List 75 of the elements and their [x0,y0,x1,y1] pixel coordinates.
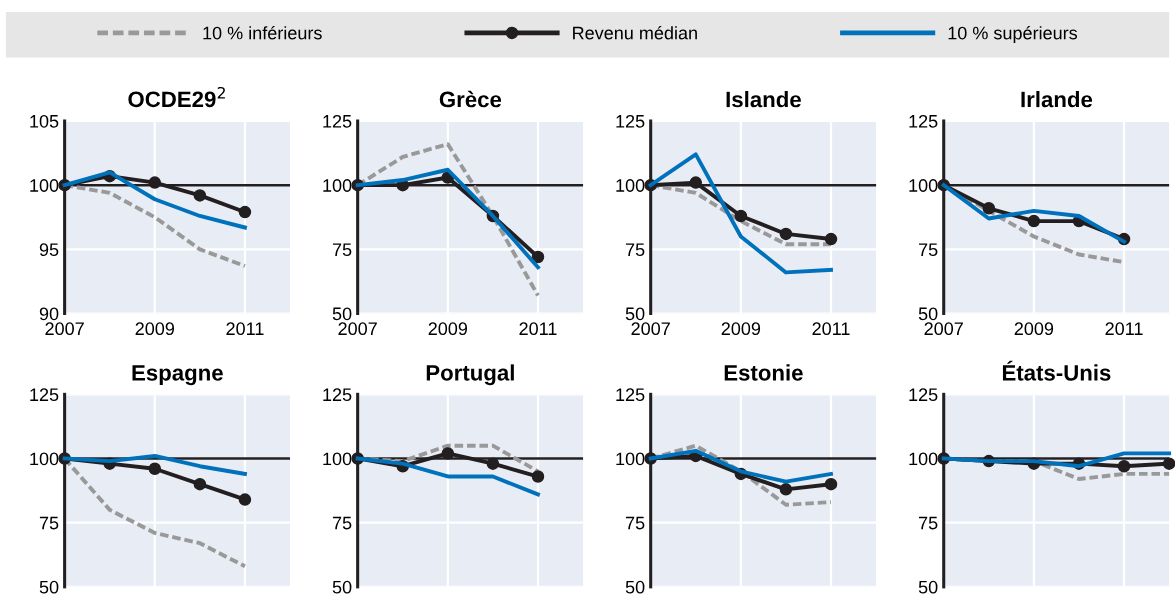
x-tick-label: 2011 [812,322,850,336]
y-tick-label: 125 [323,388,352,402]
point [779,483,793,496]
point [148,462,162,476]
point [531,250,545,264]
point [1117,459,1131,473]
y-tick-label: 50 [918,307,938,321]
y-tick-label: 50 [625,580,645,594]
y-tick-label: 50 [918,580,938,594]
y-tick-label: 125 [323,114,352,128]
y-tick-label: 75 [332,243,352,257]
point [689,176,703,189]
y-tick-label: 100 [30,179,59,192]
chart-title: Portugal [426,364,514,386]
y-tick-label: 75 [919,516,938,530]
y-tick-label: 125 [616,114,645,128]
y-tick-label: 100 [30,452,59,466]
point [486,457,500,470]
x-tick-label: 2011 [226,322,264,336]
y-tick-label: 50 [39,580,59,594]
y-tick-label: 75 [919,243,938,257]
x-tick-label: 2011 [1105,322,1143,336]
y-tick-label: 100 [909,452,938,466]
point [824,232,838,246]
point [1027,214,1041,228]
point [441,447,455,460]
y-tick-label: 75 [625,516,645,530]
y-tick-label: 50 [625,307,645,321]
y-tick-label: 95 [39,243,59,257]
x-tick-label: 2009 [721,322,761,336]
point [824,477,838,491]
x-tick-label: 2011 [519,322,557,336]
point [734,209,748,223]
chart-title: Islande [726,91,801,108]
point [193,477,207,491]
y-tick-label: 125 [909,388,938,402]
chart-title: Irlande [1021,91,1093,108]
legend-label: 10 % supérieurs [948,25,1078,44]
y-tick-label: 125 [30,388,59,402]
chart-title: États-Unis [1002,360,1111,381]
x-tick-label: 2007 [45,322,84,336]
x-tick-label: 2007 [924,322,963,336]
y-tick-label: 100 [909,179,938,192]
y-tick-label: 105 [30,114,59,128]
point [531,470,545,483]
point [1162,457,1175,470]
chart-title: Espagne [132,365,223,386]
point [779,227,793,241]
legend-label: Revenu médian [573,25,697,40]
point [148,176,162,189]
x-tick-label: 2009 [428,322,468,336]
chart-title: OCDE29$^{2}$ [128,86,225,108]
point [193,189,207,202]
legend-label: 10 % inférieurs [203,25,322,40]
x-tick-label: 2007 [631,322,670,336]
x-tick-label: 2007 [338,322,377,336]
chart-title: Grèce [439,90,502,108]
y-tick-label: 75 [332,516,352,530]
y-tick-label: 100 [323,179,352,192]
y-tick-label: 100 [323,452,352,466]
y-tick-label: 75 [39,516,59,530]
y-tick-label: 50 [332,307,352,321]
y-tick-label: 125 [616,388,645,402]
y-tick-label: 125 [909,114,938,128]
x-tick-label: 2009 [1014,322,1054,336]
point [238,205,252,219]
point [238,493,252,506]
x-tick-label: 2009 [135,322,175,336]
y-tick-label: 50 [332,580,352,594]
y-tick-label: 100 [616,179,645,192]
point [982,202,996,215]
y-tick-label: 90 [39,307,59,321]
y-tick-label: 100 [616,452,645,466]
chart-title: Estonie [724,364,803,381]
y-tick-label: 75 [625,243,645,257]
